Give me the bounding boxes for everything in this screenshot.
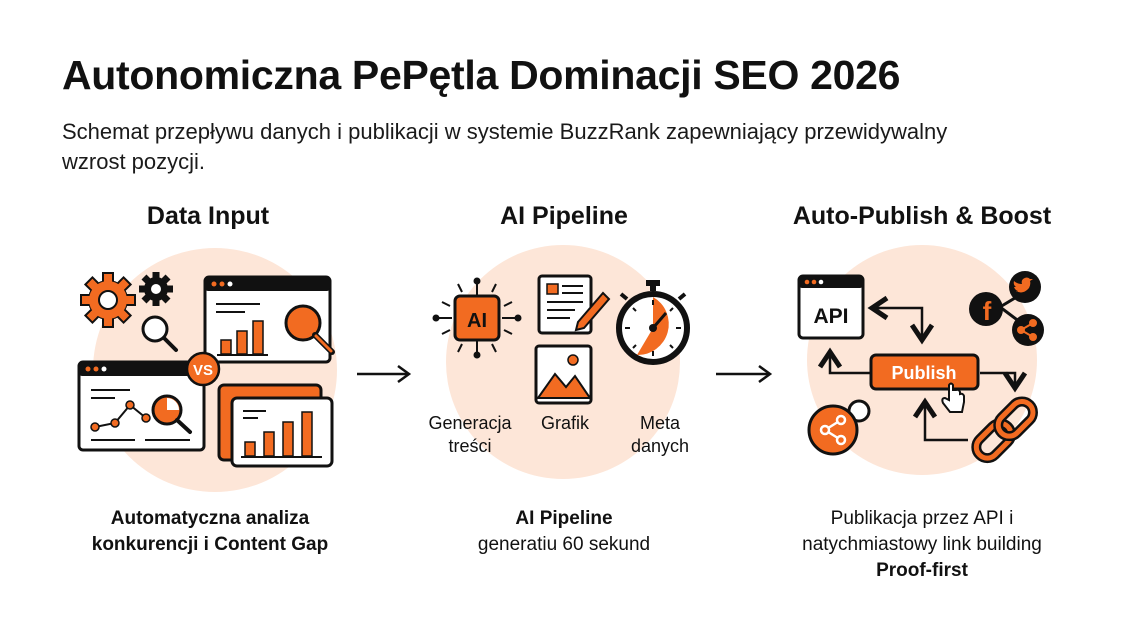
svg-text:f: f	[983, 296, 992, 326]
caption-line: Automatyczna analiza	[110, 508, 310, 529]
caption-line: natychmiastowy link building	[802, 534, 1042, 555]
label-content-generation: Generacja treści	[428, 413, 512, 456]
stage-heading-auto-publish: Auto-Publish & Boost	[792, 202, 1052, 230]
flow-arrow-1	[357, 364, 412, 384]
connector-arrows	[817, 295, 1028, 442]
label-metadata: Meta danych	[630, 413, 690, 456]
caption-line: Publikacja przez API i	[830, 508, 1014, 529]
line-chart-icon	[77, 360, 206, 452]
stopwatch-icon	[616, 280, 690, 365]
hand-cursor-icon	[941, 382, 965, 413]
share-bubble-icon	[807, 399, 871, 456]
ai-chip-icon: AI	[432, 277, 522, 359]
flow-arrow-2	[716, 364, 773, 384]
svg-text:VS: VS	[193, 362, 213, 379]
svg-text:API: API	[813, 305, 848, 328]
vs-badge: VS	[185, 351, 221, 387]
facebook-icon[interactable]: f	[969, 292, 1003, 326]
gear-icon	[80, 272, 136, 328]
link-chain-icon	[971, 396, 1038, 464]
svg-text:Publish: Publish	[891, 363, 956, 383]
stage-caption-ai-pipeline: AI Pipeline generatiu 60 sekund	[384, 506, 744, 558]
svg-text:AI: AI	[467, 310, 487, 332]
page-title: Autonomiczna PePętla Dominacji SEO 2026	[62, 52, 901, 98]
label-graphics: Grafik	[540, 413, 589, 433]
magnifier-icon	[141, 315, 178, 352]
stage-heading-data-input: Data Input	[146, 202, 270, 230]
caption-line: Proof-first	[876, 560, 968, 581]
publish-button[interactable]: Publish	[869, 353, 980, 391]
small-gear-icon	[139, 272, 173, 306]
stage-caption-data-input: Automatyczna analiza konkurencji i Conte…	[30, 506, 390, 558]
image-icon	[534, 344, 593, 405]
share-icon[interactable]	[1012, 314, 1044, 346]
stage-caption-auto-publish: Publikacja przez API i natychmiastowy li…	[742, 506, 1102, 584]
api-window-icon: API	[797, 274, 865, 340]
caption-line: AI Pipeline	[515, 508, 613, 529]
page-subtitle: Schemat przepływu danych i publikacji w …	[62, 119, 948, 174]
bar-chart-icon	[217, 383, 334, 468]
browser-chart-icon	[203, 275, 335, 364]
caption-line: generatiu 60 sekund	[477, 534, 651, 555]
caption-line: konkurencji i Content Gap	[91, 534, 329, 555]
document-pencil-icon	[537, 274, 611, 335]
stage-heading-ai-pipeline: AI Pipeline	[500, 202, 628, 230]
